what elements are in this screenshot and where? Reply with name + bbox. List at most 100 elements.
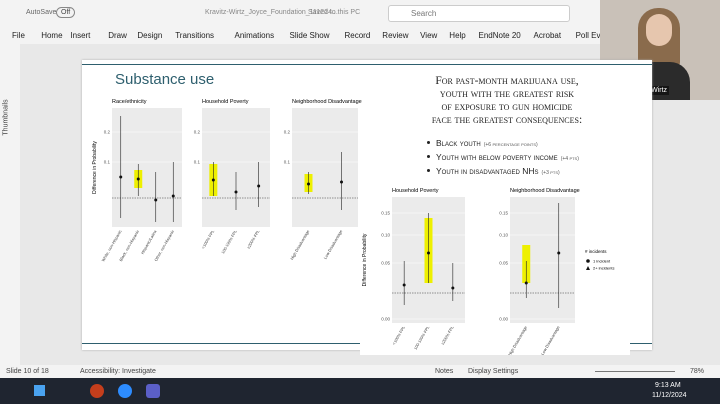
- estimate: [524, 281, 528, 285]
- estimate: [340, 180, 343, 184]
- y-tick-label: 0.1: [104, 160, 111, 165]
- bullet-note: (+3 pts): [541, 170, 560, 176]
- menu-item[interactable]: Review: [382, 31, 409, 40]
- zoom-slider[interactable]: [595, 371, 675, 372]
- app-icon[interactable]: [90, 384, 104, 398]
- legend-symbol: [586, 259, 590, 263]
- y-tick-label: 0.1: [284, 160, 291, 165]
- panel-title: Household Poverty: [202, 99, 249, 105]
- menu-item[interactable]: Acrobat: [533, 31, 562, 40]
- estimate: [307, 182, 310, 186]
- panel-bg: [292, 108, 358, 227]
- y-tick-label: 0.00: [499, 317, 508, 322]
- y-tick-label: 0.2: [104, 130, 111, 135]
- autosave: AutoSave: [26, 9, 57, 16]
- figure-2: Difference in Probability Household Pover…: [360, 183, 630, 355]
- menu-item[interactable]: Design: [137, 31, 163, 40]
- clock-time: 9:13 AM: [655, 382, 681, 389]
- filename: Kravitz-Wirtz_Joyce_Foundation_111224...: [205, 9, 338, 16]
- legend-item: 2+ incidents: [593, 266, 614, 271]
- clock-date: 11/12/2024: [652, 392, 687, 399]
- y-axis-label: Difference in Probability: [362, 233, 368, 286]
- menu-item[interactable]: Insert: [70, 31, 91, 40]
- panel-title: Neighborhood Disadvantage: [510, 188, 580, 194]
- estimate: [136, 177, 140, 181]
- y-tick-label: 0.2: [194, 130, 201, 135]
- menu-item[interactable]: File: [12, 31, 25, 40]
- panel-bg: [112, 108, 182, 227]
- legend-item: 1 incident: [593, 259, 611, 264]
- estimate: [427, 251, 430, 255]
- y-tick-label: 0.10: [381, 233, 390, 238]
- zoom-level: 78%: [690, 368, 705, 375]
- taskbar: 9:13 AM 11/12/2024: [0, 378, 720, 404]
- bullet-note: (+4 pts): [560, 156, 579, 162]
- y-tick-label: 0.15: [381, 211, 390, 216]
- start-button[interactable]: [34, 385, 45, 396]
- estimate: [119, 175, 123, 179]
- panel-bg: [510, 197, 575, 323]
- accessibility[interactable]: Accessibility: Investigate: [80, 368, 156, 375]
- menu-item[interactable]: Transitions: [175, 31, 215, 40]
- menu-item[interactable]: Animations: [234, 31, 275, 40]
- notes-button[interactable]: Notes: [435, 368, 454, 375]
- bullet: Youth with below poverty income (+4 pts): [427, 152, 579, 162]
- y-tick-label: 0.1: [194, 160, 201, 165]
- estimate: [557, 251, 561, 255]
- y-tick-label: 0.15: [499, 211, 508, 216]
- panel-title: Household Poverty: [392, 188, 439, 194]
- app-icon[interactable]: [146, 384, 160, 398]
- thumbnails-label[interactable]: Thumbnails: [2, 99, 10, 136]
- figure-1: Difference in Probability Race/ethnicity 0…: [90, 92, 365, 278]
- bullet-text: Youth in disadvantaged NHs: [436, 166, 539, 176]
- y-tick-label: 0.00: [381, 317, 390, 322]
- bullet-dot: [427, 169, 430, 172]
- headline-line: face the greatest consequences:: [431, 114, 583, 126]
- bullet: Black youth (+6 percentage points): [427, 138, 579, 148]
- menu-item[interactable]: Draw: [108, 31, 127, 40]
- slide-count: Slide 10 of 18: [6, 368, 49, 375]
- slide-title: Substance use: [115, 71, 215, 88]
- menu-item[interactable]: View: [420, 31, 438, 40]
- estimate: [402, 283, 406, 287]
- estimate: [154, 198, 158, 202]
- estimate: [211, 178, 215, 182]
- headline-line: youth with the greatest risk: [439, 88, 575, 100]
- bullet-dot: [427, 155, 430, 158]
- menu-item[interactable]: EndNote 20: [478, 31, 521, 40]
- bullet-note: (+6 percentage points): [483, 142, 538, 148]
- menu-item[interactable]: Slide Show: [289, 31, 330, 40]
- headline: For past-month marijuana use, youth with …: [392, 75, 622, 127]
- menu-item[interactable]: Help: [449, 31, 466, 40]
- menu-item[interactable]: Record: [344, 31, 371, 40]
- slide-rule: [82, 64, 652, 65]
- saved-status: Saved to this PC: [308, 9, 361, 16]
- estimate: [171, 194, 175, 198]
- panel-title: Neighborhood Disadvantage: [292, 99, 362, 105]
- statusbar: Slide 10 of 18 Accessibility: Investigat…: [0, 365, 720, 378]
- headline-line: of exposure to gun homicide: [441, 101, 573, 113]
- face: [646, 14, 672, 46]
- y-tick-label: 0.05: [499, 261, 508, 266]
- bullet-dot: [427, 141, 430, 144]
- y-tick-label: 0.10: [499, 233, 508, 238]
- y-tick-label: 0.05: [381, 261, 390, 266]
- sidebar: Thumbnails: [0, 44, 20, 365]
- estimate: [257, 184, 261, 188]
- headline-line: For past-month marijuana use,: [435, 75, 579, 87]
- ribbon-menu: File Home Insert Draw Design Transitions Anima…: [0, 28, 633, 44]
- legend-title: # incidents: [585, 249, 607, 254]
- estimate: [234, 190, 238, 194]
- search-box[interactable]: Search: [388, 5, 570, 22]
- legend-symbol: [586, 266, 590, 270]
- y-tick-label: 0.2: [284, 130, 291, 135]
- app-icon[interactable]: [118, 384, 132, 398]
- menu-item[interactable]: Home: [41, 31, 63, 40]
- bullet-text: Black youth: [436, 138, 481, 148]
- display-settings[interactable]: Display Settings: [468, 368, 519, 375]
- y-axis-label: Difference in Probability: [92, 141, 98, 194]
- bullet-text: Youth with below poverty income: [436, 152, 558, 162]
- autosave-toggle[interactable]: Off: [56, 7, 76, 18]
- search-placeholder: Search: [411, 9, 437, 18]
